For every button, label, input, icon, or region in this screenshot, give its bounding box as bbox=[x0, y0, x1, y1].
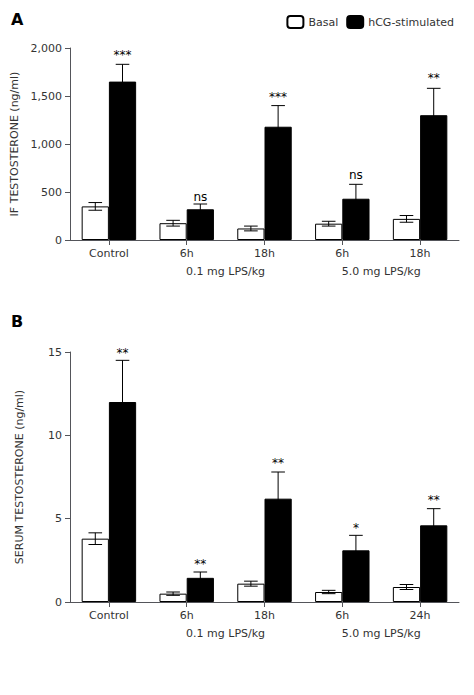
svg-text:**: ** bbox=[272, 456, 284, 470]
svg-text:5.0 mg LPS/kg: 5.0 mg LPS/kg bbox=[342, 265, 421, 278]
svg-text:**: ** bbox=[194, 557, 206, 571]
svg-text:6h: 6h bbox=[335, 609, 349, 622]
svg-text:IF TESTOSTERONE (ng/ml): IF TESTOSTERONE (ng/ml) bbox=[8, 72, 21, 217]
svg-text:A: A bbox=[11, 10, 24, 29]
svg-text:5.0 mg LPS/kg: 5.0 mg LPS/kg bbox=[342, 627, 421, 640]
svg-text:Control: Control bbox=[89, 247, 129, 260]
svg-text:18h: 18h bbox=[254, 609, 275, 622]
svg-text:5: 5 bbox=[55, 512, 62, 525]
svg-text:1,500: 1,500 bbox=[31, 90, 63, 103]
svg-text:**: ** bbox=[117, 346, 129, 360]
svg-text:0: 0 bbox=[55, 234, 62, 247]
svg-text:6h: 6h bbox=[335, 247, 349, 260]
svg-text:hCG-stimulated: hCG-stimulated bbox=[368, 16, 454, 29]
svg-text:***: *** bbox=[269, 90, 287, 104]
svg-text:6h: 6h bbox=[180, 247, 194, 260]
svg-text:0.1 mg LPS/kg: 0.1 mg LPS/kg bbox=[186, 627, 265, 640]
svg-text:10: 10 bbox=[48, 429, 62, 442]
svg-text:SERUM TESTOSTERONE (ng/ml): SERUM TESTOSTERONE (ng/ml) bbox=[13, 390, 26, 564]
svg-text:15: 15 bbox=[48, 346, 62, 359]
svg-text:0: 0 bbox=[55, 596, 62, 609]
svg-text:500: 500 bbox=[41, 186, 62, 199]
svg-text:24h: 24h bbox=[410, 609, 431, 622]
svg-text:ns: ns bbox=[193, 190, 207, 204]
svg-text:***: *** bbox=[114, 48, 132, 62]
svg-text:18h: 18h bbox=[410, 247, 431, 260]
svg-text:1,000: 1,000 bbox=[31, 138, 63, 151]
svg-text:Control: Control bbox=[89, 609, 129, 622]
svg-text:0.1 mg LPS/kg: 0.1 mg LPS/kg bbox=[186, 265, 265, 278]
svg-text:**: ** bbox=[428, 71, 440, 85]
svg-text:6h: 6h bbox=[180, 609, 194, 622]
svg-text:B: B bbox=[11, 312, 23, 331]
svg-text:2,000: 2,000 bbox=[31, 42, 63, 55]
svg-text:**: ** bbox=[428, 493, 440, 507]
svg-text:*: * bbox=[353, 521, 359, 535]
svg-text:18h: 18h bbox=[254, 247, 275, 260]
svg-text:Basal: Basal bbox=[308, 16, 338, 29]
svg-text:ns: ns bbox=[349, 168, 363, 182]
